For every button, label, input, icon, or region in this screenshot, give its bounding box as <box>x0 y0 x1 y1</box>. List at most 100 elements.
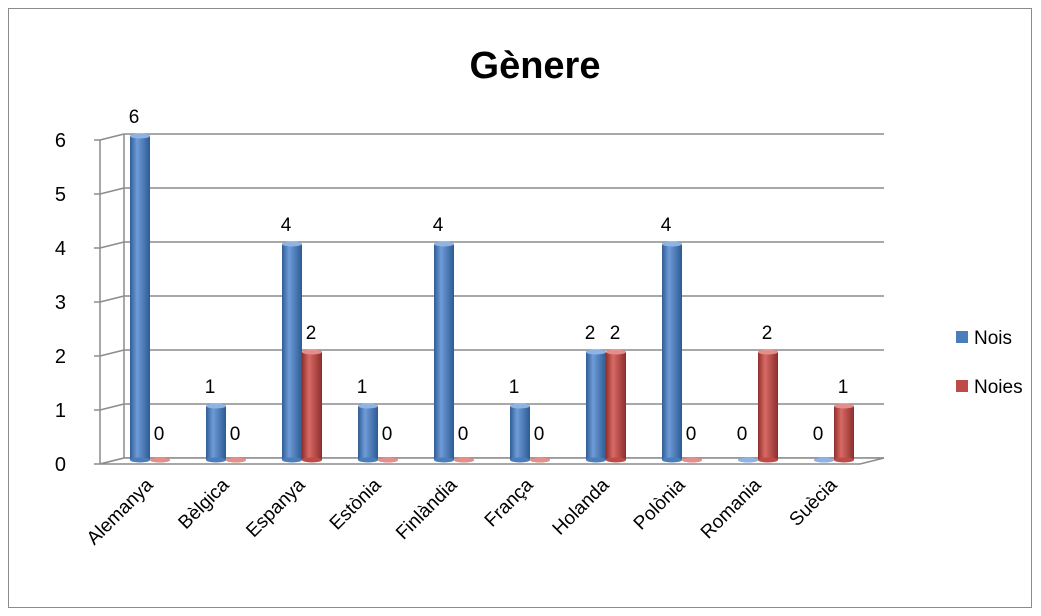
bar-cap <box>662 241 682 247</box>
y-tick-label: 0 <box>55 454 66 476</box>
bar-cap <box>130 133 150 139</box>
bar-cap <box>758 349 778 355</box>
bar-noies-6 <box>606 349 626 463</box>
bar-cap <box>606 349 626 355</box>
bar-body <box>758 352 778 460</box>
side-wall-tick <box>99 349 125 357</box>
bar-cap <box>814 457 834 463</box>
bar-nois-0 <box>130 133 150 463</box>
data-label: 0 <box>458 424 469 445</box>
bar-noies-9 <box>834 403 854 463</box>
bar-base <box>434 457 454 463</box>
category-label: Espanya <box>242 474 309 541</box>
y-tick-label: 2 <box>55 346 66 368</box>
category-label: Bèlgica <box>175 474 234 533</box>
bar-base <box>358 457 378 463</box>
bar-body <box>586 352 606 460</box>
bar-nois-5 <box>510 403 530 463</box>
data-label: 6 <box>129 107 140 128</box>
bar-body <box>130 136 150 460</box>
category-label: Polònia <box>630 474 690 534</box>
bar-body <box>434 244 454 460</box>
category-label: Holanda <box>549 474 614 539</box>
bar-body <box>282 244 302 460</box>
bar-nois-2 <box>282 241 302 463</box>
bar-cap <box>530 457 550 463</box>
bar-noies-2 <box>302 349 322 463</box>
data-label: 0 <box>813 424 824 445</box>
bar-noies-8 <box>758 349 778 463</box>
bar-nois-6 <box>586 349 606 463</box>
side-wall-tick <box>99 403 125 411</box>
data-label: 0 <box>737 424 748 445</box>
legend-label: Nois <box>974 328 1012 349</box>
bar-noies-1 <box>226 457 246 463</box>
bar-noies-7 <box>682 457 702 463</box>
bar-cap <box>302 349 322 355</box>
legend: Nois Noies <box>956 328 1023 398</box>
bar-base <box>662 457 682 463</box>
data-label: 4 <box>661 215 672 236</box>
y-tick-label: 3 <box>55 292 66 314</box>
data-label: 4 <box>433 215 444 236</box>
bar-body <box>662 244 682 460</box>
legend-label: Noies <box>974 377 1023 398</box>
bar-cap <box>434 241 454 247</box>
bar-noies-5 <box>530 457 550 463</box>
legend-swatch <box>956 331 968 343</box>
bar-cap <box>682 457 702 463</box>
bar-nois-8 <box>738 457 758 463</box>
bar-base <box>586 457 606 463</box>
bar-cap <box>226 457 246 463</box>
bar-base <box>758 457 778 463</box>
data-label: 2 <box>610 323 621 344</box>
data-label: 0 <box>686 424 697 445</box>
data-label: 1 <box>509 377 520 398</box>
bar-cap <box>206 403 226 409</box>
chart-title: Gènere <box>470 45 601 87</box>
data-label: 0 <box>154 424 165 445</box>
bar-body <box>302 352 322 460</box>
bars <box>130 133 854 463</box>
y-axis-ticks: 0 1 2 3 4 5 6 <box>55 130 100 476</box>
bar-cap <box>510 403 530 409</box>
bar-base <box>302 457 322 463</box>
category-label: França <box>481 474 538 531</box>
bar-cap <box>378 457 398 463</box>
bar-cap <box>738 457 758 463</box>
category-labels: Alemanya Bèlgica Espanya Estònia Finlàndia Fr… <box>83 474 842 549</box>
bar-noies-0 <box>150 457 170 463</box>
y-tick-label: 6 <box>55 130 66 152</box>
category-label: Suècia <box>786 474 842 530</box>
legend-swatch <box>956 380 968 392</box>
legend-item-noies: Noies <box>956 377 1023 398</box>
y-tick-label: 4 <box>55 238 66 260</box>
bar-base <box>606 457 626 463</box>
bar-base <box>206 457 226 463</box>
side-wall-tick <box>99 187 125 195</box>
bar-noies-4 <box>454 457 474 463</box>
data-label: 0 <box>534 424 545 445</box>
category-label: Estònia <box>326 474 386 534</box>
data-label: 0 <box>382 424 393 445</box>
data-label: 1 <box>357 377 368 398</box>
bar-nois-4 <box>434 241 454 463</box>
bar-body <box>206 406 226 460</box>
side-wall-tick <box>99 295 125 303</box>
category-label: Alemanya <box>83 474 158 549</box>
bar-cap <box>282 241 302 247</box>
data-label: 1 <box>838 377 849 398</box>
data-label: 2 <box>762 323 773 344</box>
bar-body <box>606 352 626 460</box>
bar-body <box>834 406 854 460</box>
bar-base <box>130 457 150 463</box>
legend-item-nois: Nois <box>956 328 1012 349</box>
category-label: Romania <box>697 474 766 543</box>
bar-nois-1 <box>206 403 226 463</box>
side-wall-tick <box>99 133 125 141</box>
bar-body <box>510 406 530 460</box>
bar-cap <box>454 457 474 463</box>
y-tick-label: 5 <box>55 184 66 206</box>
